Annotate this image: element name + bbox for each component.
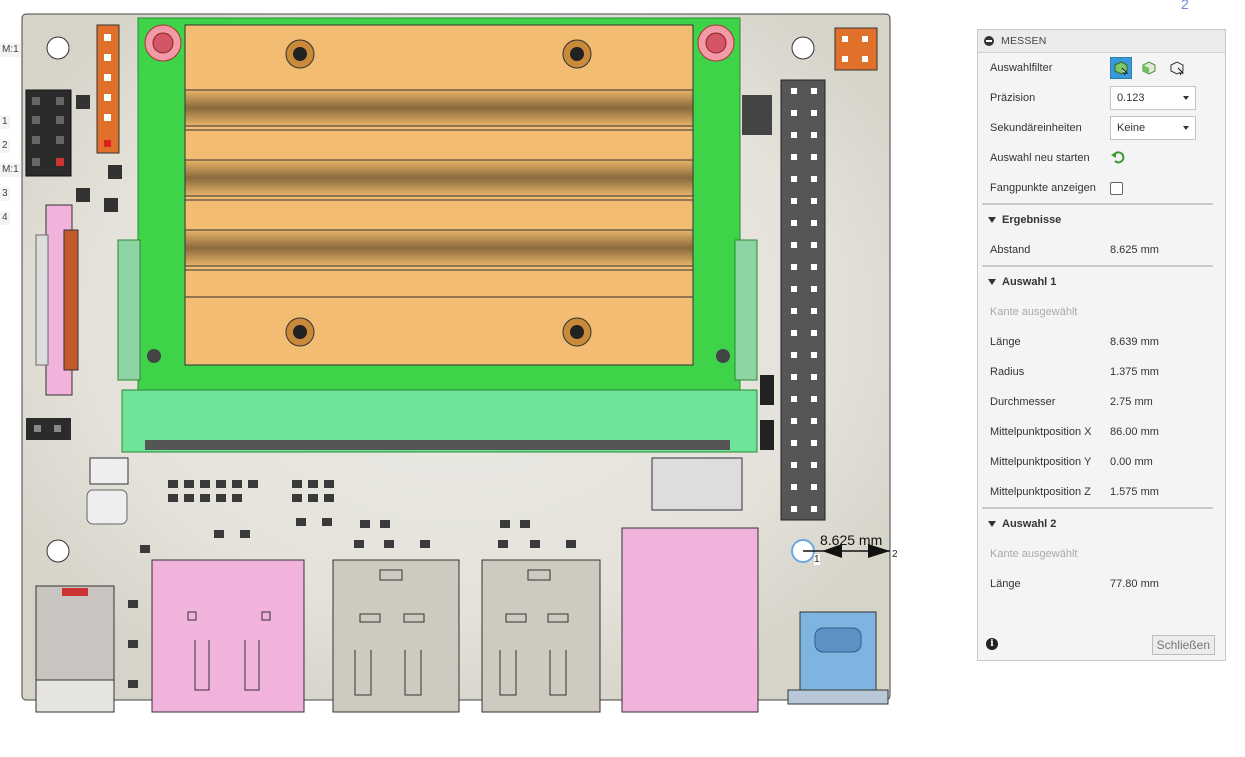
header-2pin xyxy=(26,418,71,440)
mounting-hole xyxy=(791,36,815,60)
selection-filter-label: Auswahlfilter xyxy=(990,62,1053,74)
info-icon[interactable]: i xyxy=(986,638,998,650)
expand-triangle-icon xyxy=(988,217,996,223)
result-row: Länge 8.639 mm xyxy=(978,327,1225,357)
selection1-section-header[interactable]: Auswahl 1 xyxy=(978,267,1225,297)
expand-triangle-icon xyxy=(988,279,996,285)
measure-panel: MESSEN Auswahlfilter Präzision 0.123 Sek… xyxy=(977,29,1226,661)
result-label: Länge xyxy=(990,578,1021,590)
result-value: 86.00 mm xyxy=(1110,426,1159,438)
selection1-note-row: Kante ausgewählt xyxy=(978,297,1225,327)
chevron-down-icon xyxy=(1183,96,1189,100)
snap-points-row: Fangpunkte anzeigen xyxy=(978,173,1225,203)
restart-icon[interactable] xyxy=(1110,149,1126,168)
usb-port-2 xyxy=(481,559,601,713)
measure-point-1: 1 xyxy=(814,554,820,565)
select-face-filter-icon[interactable] xyxy=(1138,57,1160,79)
selection2-note: Kante ausgewählt xyxy=(990,548,1078,560)
secondary-units-value: Keine xyxy=(1117,122,1146,134)
edge-label: M:1 xyxy=(0,43,21,57)
result-value: 77.80 mm xyxy=(1110,578,1159,590)
divider xyxy=(982,507,1213,509)
result-label: Mittelpunktposition Y xyxy=(990,456,1092,468)
selection2-section-header[interactable]: Auswahl 2 xyxy=(978,509,1225,539)
edge-label: 2 xyxy=(0,139,10,153)
selection2-title: Auswahl 2 xyxy=(1002,518,1057,530)
distance-label: Abstand xyxy=(990,244,1031,256)
edge-label: 4 xyxy=(0,211,10,225)
secondary-units-row: Sekundäreinheiten Keine xyxy=(978,113,1225,143)
panel-footer: i Schließen xyxy=(978,628,1225,660)
edge-label: 1 xyxy=(0,115,10,129)
board-model[interactable] xyxy=(0,0,960,757)
viewcube-fragment[interactable]: 2 xyxy=(1181,0,1189,12)
snap-points-label: Fangpunkte anzeigen xyxy=(990,182,1096,194)
divider xyxy=(982,203,1213,205)
measurement-value: 8.625 mm xyxy=(820,532,883,548)
panel-title: MESSEN xyxy=(1001,35,1047,47)
selection-filter-row: Auswahlfilter xyxy=(978,53,1225,83)
expand-triangle-icon xyxy=(988,521,996,527)
result-value: 8.639 mm xyxy=(1110,336,1159,348)
select-edge-filter-icon[interactable] xyxy=(1166,57,1188,79)
edge-label: 3 xyxy=(0,187,10,201)
result-label: Mittelpunktposition X xyxy=(990,426,1092,438)
selection1-title: Auswahl 1 xyxy=(1002,276,1057,288)
collapse-icon[interactable] xyxy=(984,36,994,46)
result-label: Länge xyxy=(990,336,1021,348)
results-section-header[interactable]: Ergebnisse xyxy=(978,205,1225,235)
result-value: 2.75 mm xyxy=(1110,396,1153,408)
edge-label: M:1 xyxy=(0,163,21,177)
secondary-units-label: Sekundäreinheiten xyxy=(990,122,1082,134)
restart-selection-label: Auswahl neu starten xyxy=(990,152,1090,164)
fan-connector xyxy=(651,457,743,511)
result-label: Mittelpunktposition Z xyxy=(990,486,1091,498)
displayport-connector xyxy=(151,559,305,713)
select-body-filter-icon[interactable] xyxy=(1110,57,1132,79)
panel-header[interactable]: MESSEN xyxy=(978,30,1225,53)
result-row: Länge 77.80 mm xyxy=(978,569,1225,599)
snap-points-checkbox[interactable] xyxy=(1110,181,1123,195)
result-value: 1.575 mm xyxy=(1110,486,1159,498)
result-row: Mittelpunktposition X 86.00 mm xyxy=(978,417,1225,447)
pin-header-orange xyxy=(96,24,120,154)
result-row: Mittelpunktposition Y 0.00 mm xyxy=(978,447,1225,477)
precision-value: 0.123 xyxy=(1117,92,1145,104)
selection1-note: Kante ausgewählt xyxy=(990,306,1078,318)
mounting-hole xyxy=(46,539,70,563)
restart-selection-row: Auswahl neu starten xyxy=(978,143,1225,173)
divider xyxy=(982,265,1213,267)
result-label: Radius xyxy=(990,366,1025,378)
mounting-hole xyxy=(46,36,70,60)
result-row: Radius 1.375 mm xyxy=(978,357,1225,387)
selection2-note-row: Kante ausgewählt xyxy=(978,539,1225,569)
chevron-down-icon xyxy=(1183,126,1189,130)
measure-point-2: 2 xyxy=(892,549,898,560)
result-row: Durchmesser 2.75 mm xyxy=(978,387,1225,417)
result-row: Mittelpunktposition Z 1.575 mm xyxy=(978,477,1225,507)
gpio-header xyxy=(780,79,826,521)
usb-port-1 xyxy=(332,559,460,713)
ethernet-connector xyxy=(621,527,759,713)
precision-row: Präzision 0.123 xyxy=(978,83,1225,113)
distance-value: 8.625 mm xyxy=(1110,244,1159,256)
precision-select[interactable]: 0.123 xyxy=(1110,86,1196,110)
jumper-orange xyxy=(834,27,878,71)
close-button[interactable]: Schließen xyxy=(1151,635,1215,655)
cad-viewport[interactable]: M:1 1 2 M:1 3 4 8.625 mm 1 2 xyxy=(0,0,960,757)
precision-label: Präzision xyxy=(990,92,1036,104)
distance-row: Abstand 8.625 mm xyxy=(978,235,1225,265)
result-value: 1.375 mm xyxy=(1110,366,1159,378)
result-value: 0.00 mm xyxy=(1110,456,1153,468)
results-title: Ergebnisse xyxy=(1002,214,1062,226)
result-label: Durchmesser xyxy=(990,396,1056,408)
usb-c-connector xyxy=(799,611,877,705)
secondary-units-select[interactable]: Keine xyxy=(1110,116,1196,140)
